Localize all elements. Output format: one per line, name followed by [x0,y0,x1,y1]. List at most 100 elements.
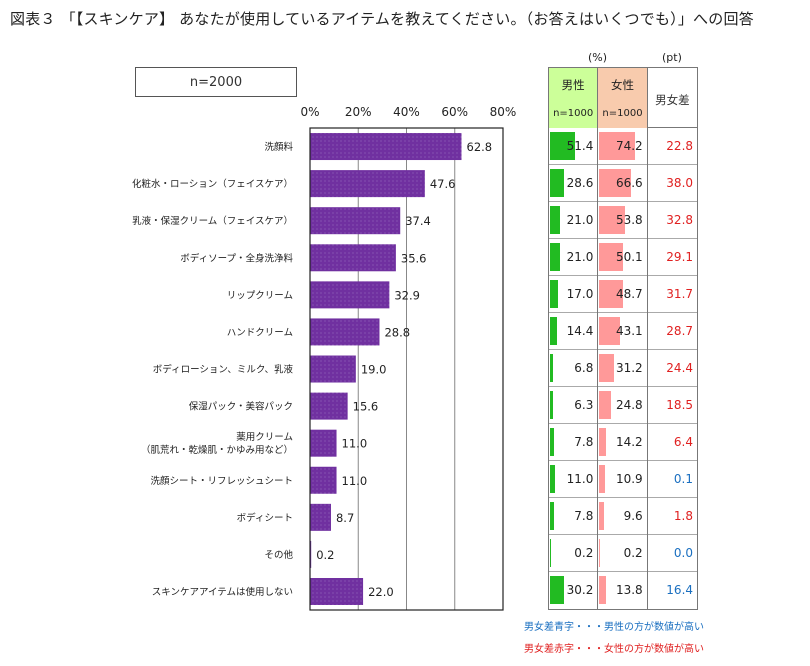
female-mini-bar [599,280,623,308]
diff-value: 22.8 [666,139,694,153]
table-body: 51.4 74.2 22.8 28.6 66.6 38.0 21.0 53.8 32.8 21.0… [549,128,697,609]
female-cell: 0.2 [598,535,648,572]
male-cell: 14.4 [549,313,599,350]
diff-cell: 38.0 [648,165,697,202]
bar-value-label: 37.4 [405,214,431,228]
female-mini-bar [599,206,626,234]
diff-header-cell: 男女差 [648,68,697,128]
male-value: 14.4 [566,324,594,338]
diff-value: 31.7 [666,287,694,301]
diff-cell: 6.4 [648,424,697,461]
female-value: 43.1 [615,324,643,338]
bar [310,244,396,272]
legend-red-note: 男女差赤字・・・女性の方が数値が高い [524,644,704,655]
male-header-cell: 男性 n=1000 [549,68,599,128]
diff-value: 1.8 [673,509,694,523]
male-cell: 30.2 [549,572,599,609]
diff-cell: 1.8 [648,498,697,535]
female-mini-bar [599,502,604,530]
category-label: 洗顔シート・リフレッシュシート [150,475,293,487]
male-value: 21.0 [566,213,594,227]
male-value: 30.2 [566,583,594,597]
female-value: 53.8 [615,213,643,227]
plot-frame [309,127,504,611]
male-value: 17.0 [566,287,594,301]
female-mini-bar [599,465,605,493]
bar-value-label: 47.6 [430,177,456,191]
male-value: 6.3 [574,398,594,412]
female-cell: 13.8 [598,572,648,609]
category-label: 乳液・保湿クリーム（フェイスケア） [132,215,293,227]
male-mini-bar [550,280,559,308]
table-row: 30.2 13.8 16.4 [549,572,697,609]
diff-cell: 18.5 [648,387,697,424]
male-mini-bar [550,428,554,456]
category-label: 保湿パック・美容パック [189,401,293,413]
bar-value-label: 8.7 [336,511,354,525]
bar-value-label: 11.0 [342,474,368,488]
diff-value: 28.7 [666,324,694,338]
female-value: 0.2 [623,546,643,560]
category-label: ハンドクリーム [227,327,293,338]
male-mini-bar [550,169,564,197]
female-value: 13.8 [615,583,643,597]
female-header-cell: 女性 n=1000 [598,68,648,128]
diff-value: 38.0 [666,176,694,190]
category-label: 化粧水・ローション（フェイスケア） [132,178,293,190]
diff-header-label: 男女差 [655,93,690,107]
table-row: 0.2 0.2 0.0 [549,535,697,572]
diff-value: 0.0 [673,546,694,560]
male-cell: 7.8 [549,498,599,535]
category-label: ボディローション、ミルク、乳液 [153,364,294,376]
diff-cell: 0.1 [648,461,697,498]
male-mini-bar [550,502,554,530]
diff-cell: 22.8 [648,128,697,165]
bar [310,281,390,309]
bar-value-label: 19.0 [361,363,387,377]
bar [310,170,425,198]
female-cell: 53.8 [598,202,648,239]
sample-size-box: n=2000 [135,67,297,97]
female-value: 66.6 [615,176,643,190]
table-row: 6.3 24.8 18.5 [549,387,697,424]
diff-value: 29.1 [666,250,694,264]
male-cell: 6.3 [549,387,599,424]
page-title: 図表３ 「【スキンケア】 あなたが使用しているアイテムを教えてください。（お答え… [10,10,754,28]
female-cell: 31.2 [598,350,648,387]
bar-value-label: 11.0 [342,437,368,451]
male-mini-bar [550,576,565,604]
female-cell: 74.2 [598,128,648,165]
x-tick-label: 60% [441,105,468,119]
female-cell: 10.9 [598,461,648,498]
male-cell: 0.2 [549,535,599,572]
bar-value-label: 15.6 [353,400,379,414]
female-mini-bar [599,576,606,604]
male-cell: 21.0 [549,239,599,276]
table-row: 6.8 31.2 24.4 [549,350,697,387]
bar [310,355,356,383]
table-row: 17.0 48.7 31.7 [549,276,697,313]
diff-cell: 32.8 [648,202,697,239]
x-tick-label: 20% [345,105,372,119]
bar [310,578,364,605]
diff-cell: 16.4 [648,572,697,609]
legend-blue-note: 男女差青字・・・男性の方が数値が高い [524,622,704,633]
diff-value: 6.4 [673,435,694,449]
female-mini-bar [599,243,624,271]
table-row: 14.4 43.1 28.7 [549,313,697,350]
female-value: 31.2 [615,361,643,375]
category-label: リップクリーム [227,290,293,301]
bar-value-label: 28.8 [384,325,410,339]
female-mini-bar [599,391,612,419]
female-value: 74.2 [615,139,643,153]
male-sample-label: n=1000 [553,108,594,119]
female-value: 14.2 [615,435,643,449]
bar [310,466,337,494]
bar-value-label: 0.2 [316,548,334,562]
female-cell: 50.1 [598,239,648,276]
bar [310,318,380,346]
male-mini-bar [550,243,561,271]
table-row: 11.0 10.9 0.1 [549,461,697,498]
female-mini-bar [599,428,607,456]
male-cell: 51.4 [549,128,599,165]
